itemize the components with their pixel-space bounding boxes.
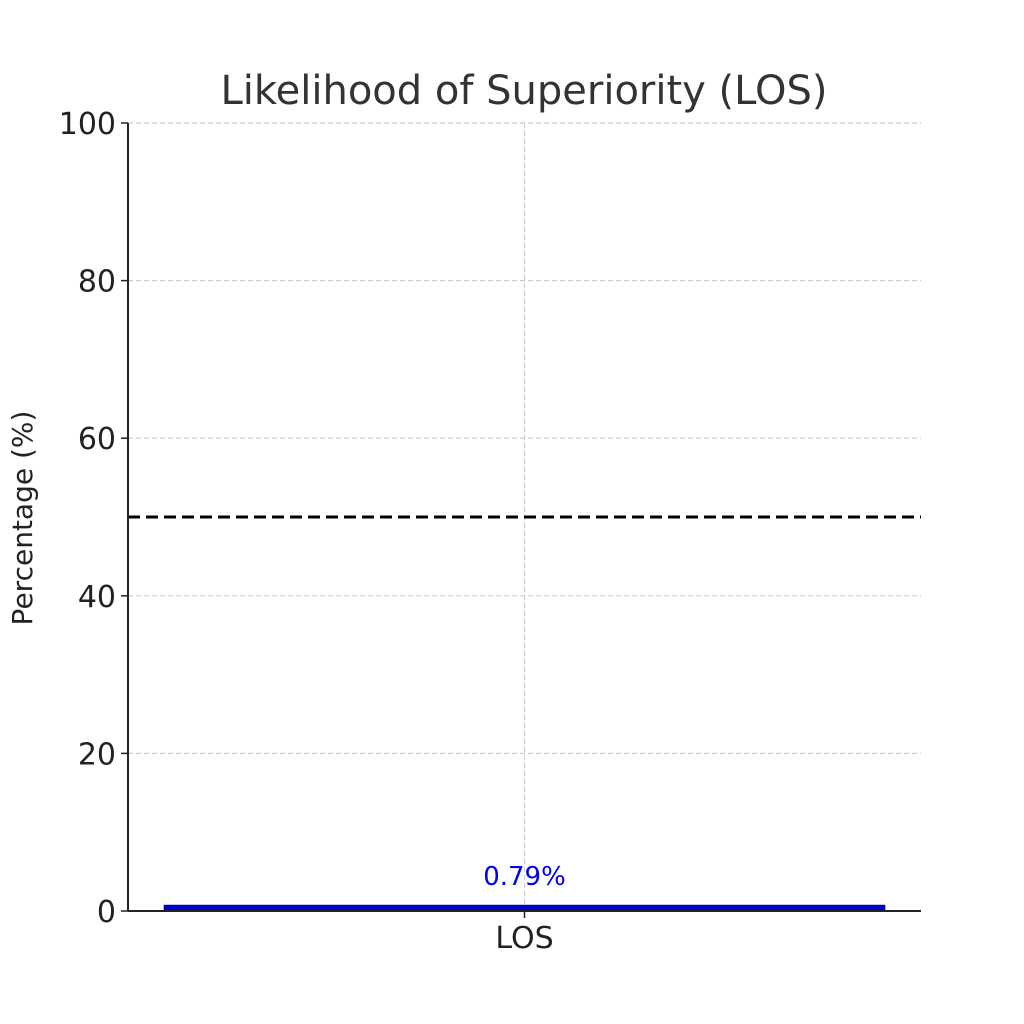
y-tick-label: 20: [78, 737, 116, 772]
bars: [163, 904, 886, 911]
y-tick-label: 80: [78, 265, 116, 300]
bar: [163, 904, 886, 911]
data-labels: 0.79%: [483, 862, 566, 892]
x-tick-label: LOS: [495, 921, 553, 956]
data-label: 0.79%: [483, 862, 566, 892]
y-tick-label: 60: [78, 422, 116, 457]
y-tick-label: 0: [97, 895, 116, 930]
y-axis-label: Percentage (%): [6, 411, 39, 626]
y-tick-label: 40: [78, 580, 116, 615]
y-ticks: 0 20 40 60 80 100: [59, 107, 128, 930]
grid: [128, 122, 921, 912]
chart-title: Likelihood of Superiority (LOS): [221, 68, 828, 114]
x-ticks: LOS: [495, 911, 554, 956]
y-tick-label: 100: [59, 107, 116, 142]
